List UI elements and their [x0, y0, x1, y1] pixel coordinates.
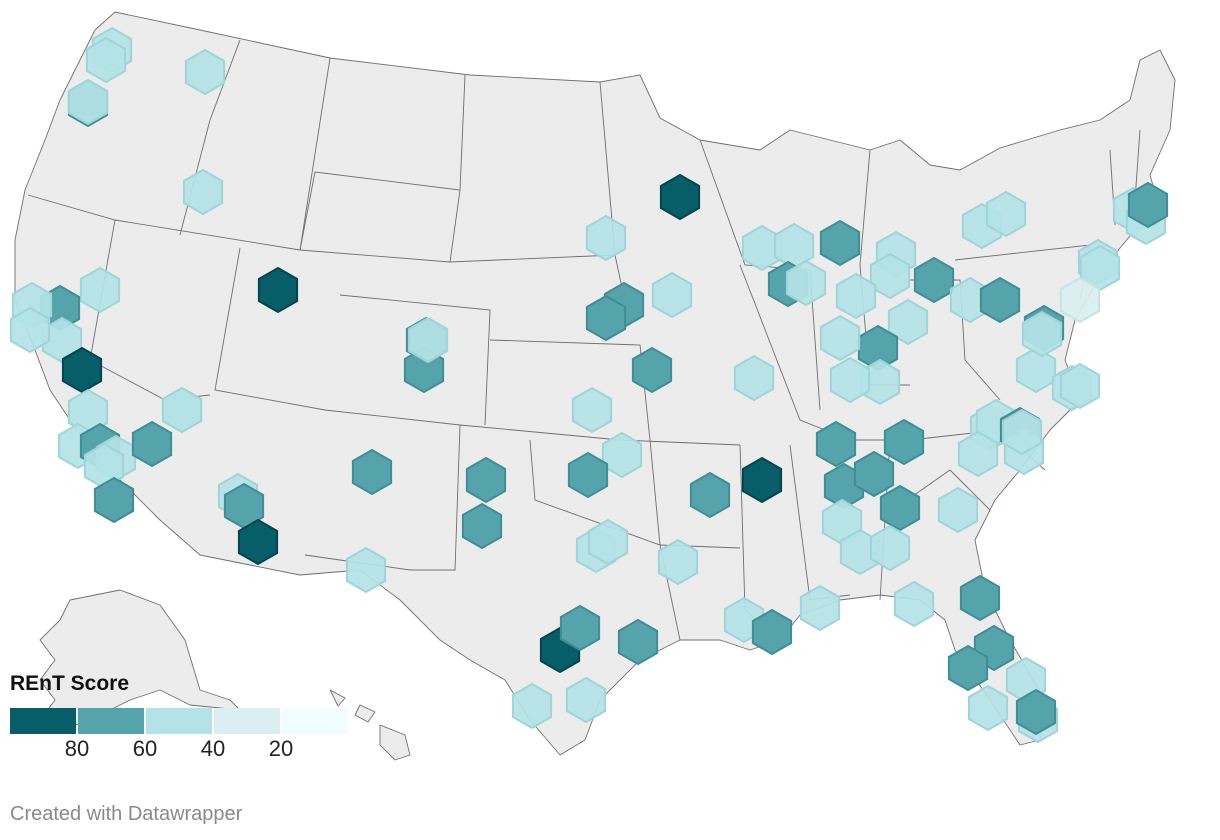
hex-marker: [257, 266, 299, 314]
hex-marker: [985, 190, 1027, 238]
legend-tick-20: 20: [268, 736, 294, 761]
us-land-outline: [14, 11, 1176, 756]
hex-marker: [9, 306, 51, 354]
hex-marker: [853, 450, 895, 498]
hex-marker: [785, 259, 827, 307]
hex-marker: [345, 546, 387, 594]
hex-marker: [751, 608, 793, 656]
hexbin-markers: [9, 26, 1169, 744]
hex-marker: [819, 314, 861, 362]
hex-marker: [733, 354, 775, 402]
hex-marker: [887, 298, 929, 346]
hex-marker: [913, 256, 955, 304]
hex-marker: [587, 518, 629, 566]
hex-marker: [967, 684, 1009, 732]
legend-tick-40: 40: [200, 736, 226, 761]
hex-marker: [61, 346, 103, 394]
hex-marker: [947, 644, 989, 692]
hex-marker: [237, 518, 279, 566]
hex-marker: [351, 448, 393, 496]
hawaii-outline: [329, 689, 411, 761]
legend-title: REnT Score: [10, 672, 130, 695]
hex-marker: [184, 48, 226, 96]
hex-marker: [799, 584, 841, 632]
hex-marker: [657, 538, 699, 586]
credit-line: Created with Datawrapper: [10, 803, 243, 825]
hex-marker: [461, 502, 503, 550]
hex-marker: [85, 36, 127, 84]
hex-marker: [869, 524, 911, 572]
hex-marker: [465, 456, 507, 504]
hex-marker: [879, 484, 921, 532]
hex-marker: [1015, 346, 1057, 394]
legend-swatch-40-60: [146, 708, 212, 734]
hex-marker: [815, 420, 857, 468]
legend-swatch-60-80: [78, 708, 144, 734]
hex-marker: [565, 676, 607, 724]
hex-marker: [893, 580, 935, 628]
hex-marker: [571, 386, 613, 434]
hex-marker: [835, 272, 877, 320]
legend-swatch-20-40: [214, 708, 280, 734]
hex-marker: [182, 168, 224, 216]
legend-tick-80: 80: [64, 736, 90, 761]
hex-marker: [937, 486, 979, 534]
hex-marker: [407, 316, 449, 364]
legend-swatch-80-plus: [10, 708, 76, 734]
hex-marker: [651, 271, 693, 319]
hex-marker: [883, 418, 925, 466]
legend-swatch-0-20: [282, 708, 348, 734]
hex-marker: [829, 356, 871, 404]
hex-marker: [957, 430, 999, 478]
hex-marker: [79, 266, 121, 314]
hex-marker: [559, 604, 601, 652]
hex-marker: [585, 294, 627, 342]
hex-marker: [741, 456, 783, 504]
hex-marker: [567, 451, 609, 499]
hex-marker: [1021, 310, 1063, 358]
hex-marker: [131, 420, 173, 468]
hex-marker: [601, 431, 643, 479]
hex-marker: [617, 618, 659, 666]
hex-marker: [93, 476, 135, 524]
hex-marker: [689, 471, 731, 519]
hex-marker: [1127, 181, 1169, 229]
hex-marker: [1015, 688, 1057, 736]
hex-marker: [67, 78, 109, 126]
hex-marker: [979, 276, 1021, 324]
hex-marker: [1001, 408, 1043, 456]
hex-marker: [1059, 276, 1101, 324]
hex-marker: [959, 574, 1001, 622]
hex-marker: [585, 214, 627, 262]
hex-marker: [631, 346, 673, 394]
hex-marker: [659, 173, 701, 221]
alaska-outline: [39, 589, 241, 731]
hex-marker: [161, 386, 203, 434]
hex-marker: [819, 219, 861, 267]
hex-marker: [511, 682, 553, 730]
hex-marker: [869, 252, 911, 300]
legend-tick-60: 60: [132, 736, 158, 761]
hex-marker: [1059, 362, 1101, 410]
